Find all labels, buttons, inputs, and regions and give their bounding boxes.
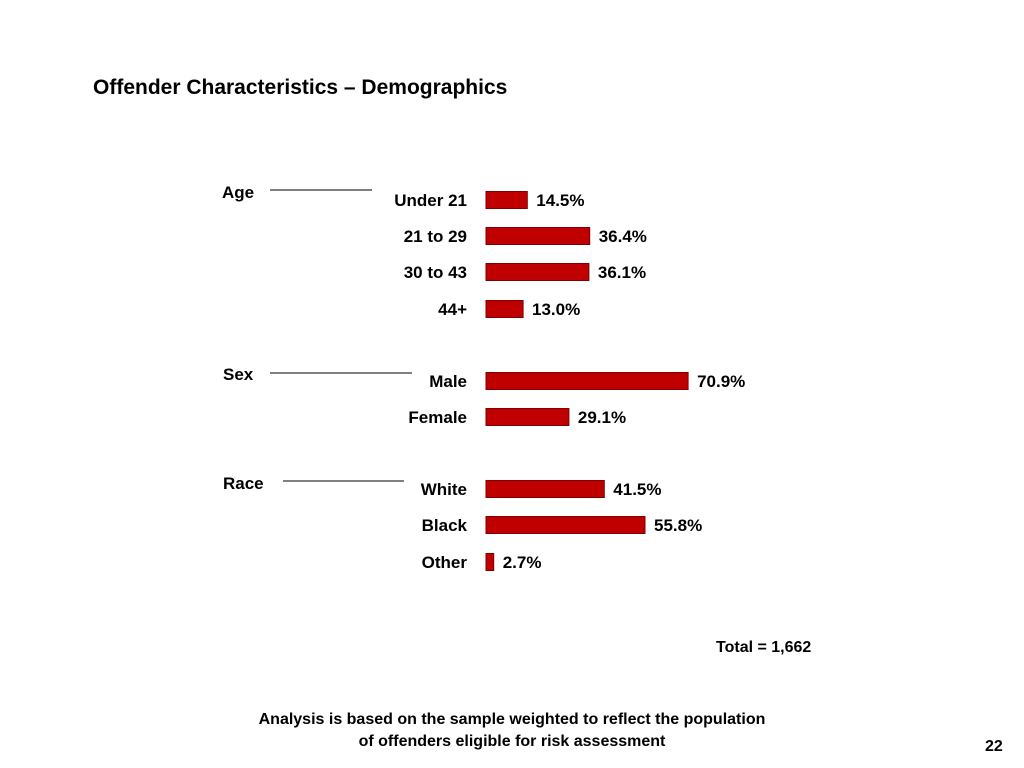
group-label-sex: Sex [223,365,254,384]
total-count: Total = 1,662 [716,639,812,656]
bar-under-21 [485,191,528,209]
category-label-44: 44+ [438,300,467,319]
value-label-44: 13.0% [532,300,580,319]
category-label-other: Other [422,553,468,572]
bar-black [485,516,646,534]
bar-male [485,372,689,390]
category-label-30-to-43: 30 to 43 [404,263,467,282]
value-label-male: 70.9% [697,372,745,391]
category-label-male: Male [429,372,467,391]
value-label-21-to-29: 36.4% [599,227,647,246]
value-label-black: 55.8% [654,516,702,535]
page-number: 22 [985,738,1003,755]
footnote-line-2: of offenders eligible for risk assessmen… [358,733,666,750]
category-label-under-21: Under 21 [394,191,467,210]
category-label-female: Female [408,408,467,427]
bar-female [485,408,570,426]
category-label-21-to-29: 21 to 29 [404,227,467,246]
category-label-white: White [421,480,467,499]
bar-white [485,480,605,498]
footnote: Analysis is based on the sample weighted… [200,709,824,753]
value-label-white: 41.5% [613,480,661,499]
value-label-female: 29.1% [578,408,626,427]
value-label-30-to-43: 36.1% [598,263,646,282]
category-label-black: Black [422,516,468,535]
bar-30-to-43 [485,263,590,281]
group-label-race: Race [223,474,264,493]
bar-other [485,553,495,571]
slide-title: Offender Characteristics – Demographics [93,76,508,99]
bar-44 [485,300,524,318]
bar-21-to-29 [485,227,591,245]
value-label-other: 2.7% [503,553,542,572]
group-label-age: Age [222,183,254,202]
value-label-under-21: 14.5% [536,191,584,210]
footnote-line-1: Analysis is based on the sample weighted… [258,711,766,728]
